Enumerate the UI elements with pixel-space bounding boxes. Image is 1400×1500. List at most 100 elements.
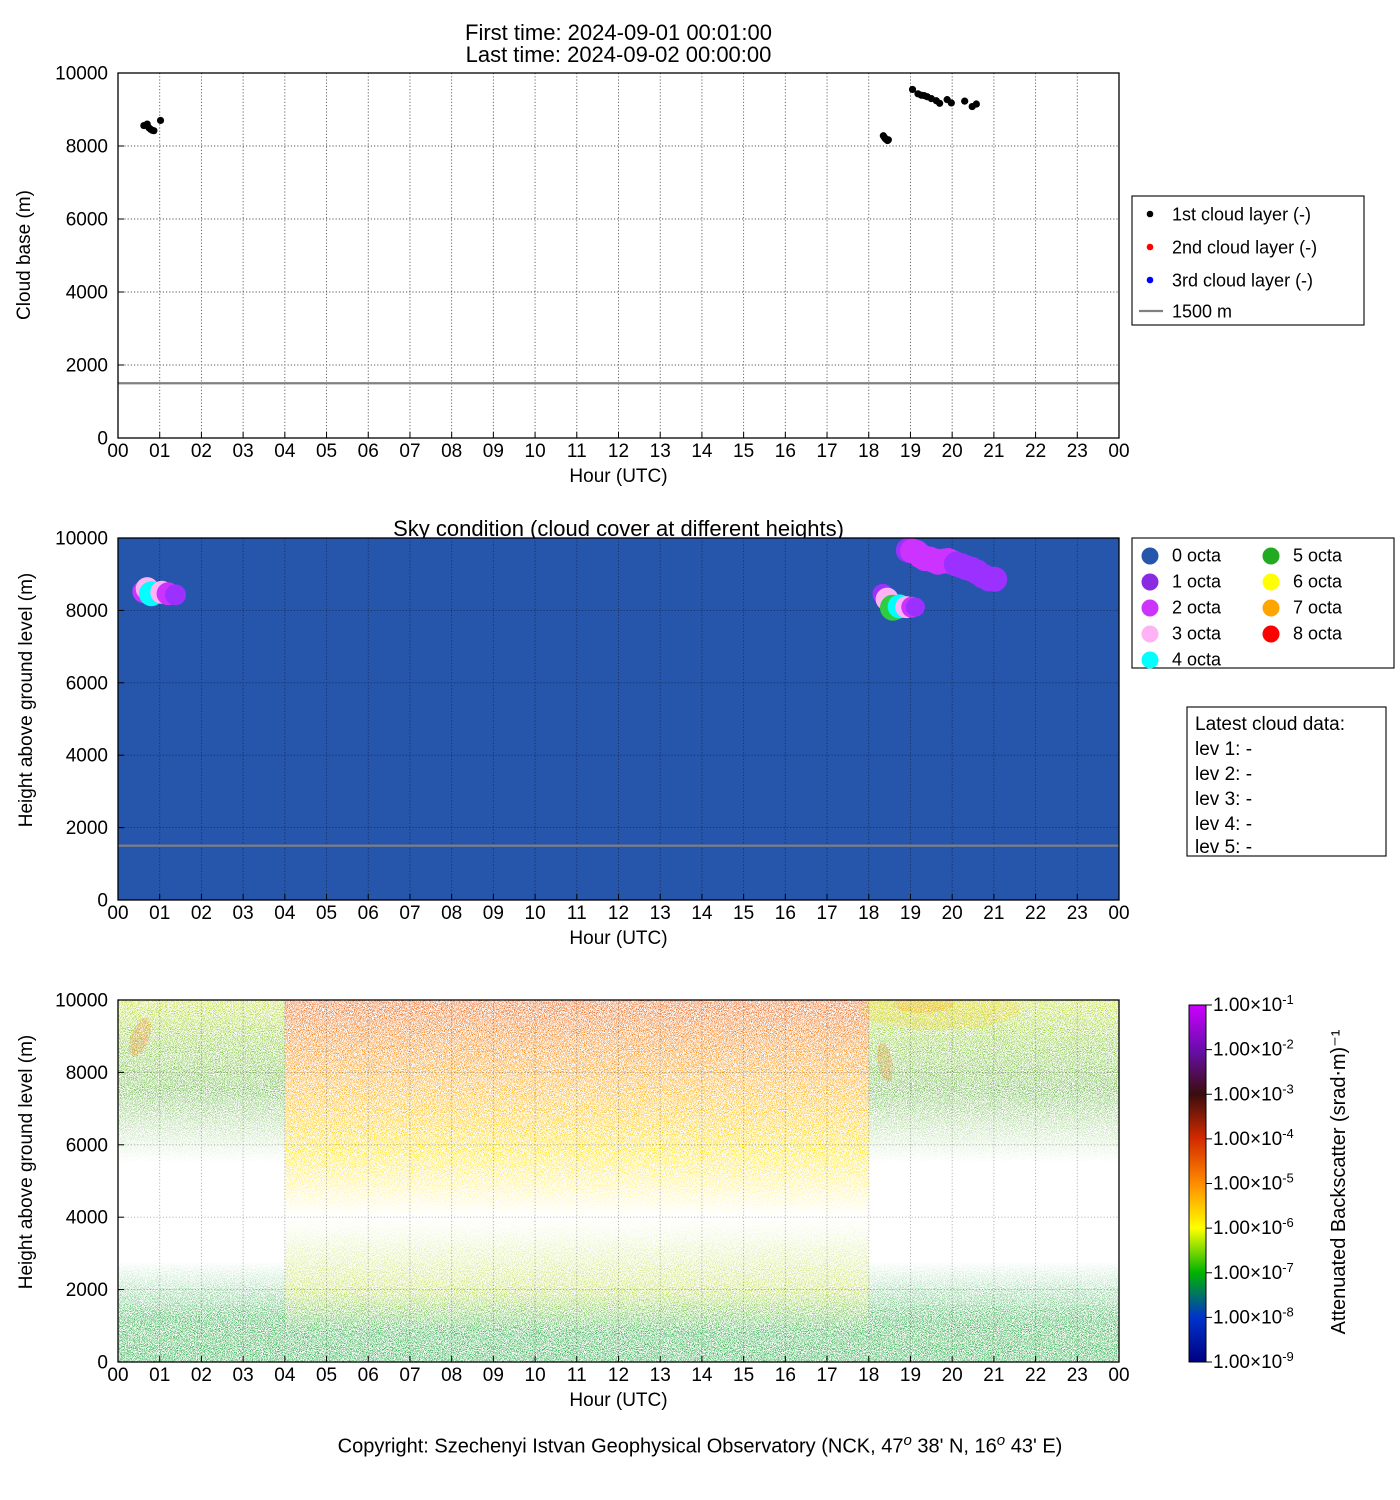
svg-text:6000: 6000 [66, 1135, 108, 1156]
svg-text:12: 12 [608, 441, 629, 462]
svg-text:04: 04 [274, 903, 296, 924]
svg-text:lev 2: -: lev 2: - [1195, 764, 1252, 785]
svg-text:3rd cloud layer (-): 3rd cloud layer (-) [1172, 271, 1313, 291]
svg-text:07: 07 [399, 441, 420, 462]
svg-text:03: 03 [233, 1365, 254, 1386]
svg-text:6 octa: 6 octa [1293, 572, 1343, 592]
svg-text:14: 14 [691, 1365, 713, 1386]
svg-text:0: 0 [97, 1353, 108, 1374]
svg-text:08: 08 [441, 1365, 462, 1386]
svg-text:2nd cloud layer (-): 2nd cloud layer (-) [1172, 238, 1317, 258]
svg-text:08: 08 [441, 903, 462, 924]
svg-text:8 octa: 8 octa [1293, 624, 1343, 644]
svg-text:3 octa: 3 octa [1172, 624, 1222, 644]
svg-text:21: 21 [983, 1365, 1004, 1386]
svg-text:09: 09 [483, 441, 504, 462]
svg-text:14: 14 [691, 441, 713, 462]
svg-text:21: 21 [983, 441, 1004, 462]
svg-text:Hour (UTC): Hour (UTC) [569, 1390, 667, 1411]
svg-text:00: 00 [107, 903, 128, 924]
svg-text:00: 00 [1108, 903, 1129, 924]
svg-text:8000: 8000 [66, 601, 108, 622]
svg-text:16: 16 [775, 903, 796, 924]
svg-text:06: 06 [358, 903, 379, 924]
svg-text:12: 12 [608, 903, 629, 924]
svg-text:02: 02 [191, 1365, 212, 1386]
svg-text:0: 0 [97, 891, 108, 912]
svg-text:06: 06 [358, 1365, 379, 1386]
svg-text:lev 1: -: lev 1: - [1195, 739, 1252, 760]
svg-text:Attenuated Backscatter (srad⋅m: Attenuated Backscatter (srad⋅m)⁻¹ [1328, 1029, 1350, 1334]
svg-text:01: 01 [149, 1365, 170, 1386]
svg-text:2000: 2000 [66, 818, 108, 839]
svg-text:09: 09 [483, 1365, 504, 1386]
svg-text:00: 00 [107, 1365, 128, 1386]
svg-text:4000: 4000 [66, 283, 108, 304]
svg-text:05: 05 [316, 903, 337, 924]
svg-text:03: 03 [233, 441, 254, 462]
svg-text:4 octa: 4 octa [1172, 650, 1222, 670]
svg-text:lev 3: -: lev 3: - [1195, 789, 1252, 810]
svg-text:16: 16 [775, 441, 796, 462]
svg-text:17: 17 [816, 1365, 837, 1386]
svg-text:Cloud base (m): Cloud base (m) [14, 190, 35, 320]
svg-text:20: 20 [942, 903, 963, 924]
svg-text:05: 05 [316, 441, 337, 462]
svg-text:1.00×10-6: 1.00×10-6 [1213, 1215, 1294, 1240]
svg-text:Last time: 2024-09-02 00:00:00: Last time: 2024-09-02 00:00:00 [466, 42, 772, 67]
svg-text:04: 04 [274, 441, 296, 462]
svg-text:Height above ground level (m): Height above ground level (m) [16, 1035, 37, 1290]
svg-text:10000: 10000 [55, 64, 108, 85]
svg-text:12: 12 [608, 1365, 629, 1386]
svg-text:17: 17 [816, 903, 837, 924]
svg-text:19: 19 [900, 441, 921, 462]
svg-text:22: 22 [1025, 903, 1046, 924]
svg-text:10000: 10000 [55, 991, 108, 1012]
svg-text:08: 08 [441, 441, 462, 462]
svg-text:07: 07 [399, 1365, 420, 1386]
svg-text:10: 10 [525, 441, 546, 462]
svg-text:1.00×10-3: 1.00×10-3 [1213, 1081, 1294, 1106]
svg-text:16: 16 [775, 1365, 796, 1386]
svg-text:Sky condition (cloud cover at: Sky condition (cloud cover at different … [393, 516, 844, 541]
svg-text:22: 22 [1025, 441, 1046, 462]
svg-text:11: 11 [567, 1365, 587, 1386]
svg-text:14: 14 [691, 903, 713, 924]
svg-text:22: 22 [1025, 1365, 1046, 1386]
svg-text:1.00×10-7: 1.00×10-7 [1213, 1259, 1294, 1284]
svg-text:1st cloud layer (-): 1st cloud layer (-) [1172, 205, 1311, 225]
svg-text:13: 13 [650, 903, 671, 924]
svg-text:8000: 8000 [66, 137, 108, 158]
svg-text:11: 11 [567, 903, 587, 924]
svg-text:Hour (UTC): Hour (UTC) [569, 928, 667, 949]
svg-text:Height above ground level (m): Height above ground level (m) [16, 573, 37, 828]
svg-text:15: 15 [733, 1365, 754, 1386]
svg-text:18: 18 [858, 1365, 879, 1386]
svg-text:0: 0 [97, 429, 108, 450]
svg-text:00: 00 [107, 441, 128, 462]
svg-text:15: 15 [733, 441, 754, 462]
svg-text:lev 5: -: lev 5: - [1195, 837, 1252, 858]
svg-text:07: 07 [399, 903, 420, 924]
svg-text:02: 02 [191, 441, 212, 462]
svg-text:23: 23 [1067, 441, 1088, 462]
svg-text:00: 00 [1108, 1365, 1129, 1386]
svg-text:17: 17 [816, 441, 837, 462]
svg-text:2 octa: 2 octa [1172, 598, 1222, 618]
svg-text:11: 11 [567, 441, 587, 462]
svg-text:1.00×10-8: 1.00×10-8 [1213, 1304, 1294, 1329]
svg-text:20: 20 [942, 1365, 963, 1386]
svg-text:15: 15 [733, 903, 754, 924]
svg-text:10: 10 [525, 903, 546, 924]
svg-text:23: 23 [1067, 1365, 1088, 1386]
svg-text:10000: 10000 [55, 529, 108, 550]
svg-text:6000: 6000 [66, 673, 108, 694]
svg-text:1500 m: 1500 m [1172, 302, 1232, 322]
svg-text:01: 01 [149, 441, 170, 462]
svg-text:7 octa: 7 octa [1293, 598, 1343, 618]
svg-text:13: 13 [650, 441, 671, 462]
svg-text:01: 01 [149, 903, 170, 924]
svg-text:1.00×10-5: 1.00×10-5 [1213, 1170, 1294, 1195]
svg-text:05: 05 [316, 1365, 337, 1386]
svg-text:1.00×10-4: 1.00×10-4 [1213, 1125, 1294, 1150]
